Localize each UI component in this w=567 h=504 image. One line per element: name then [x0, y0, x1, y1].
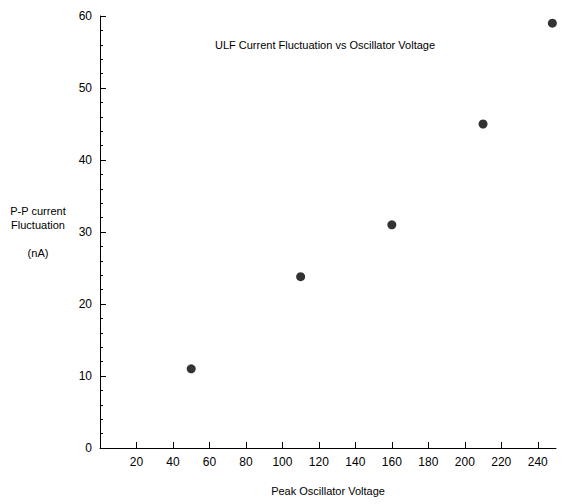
- svg-text:140: 140: [345, 455, 365, 469]
- svg-text:120: 120: [309, 455, 329, 469]
- svg-text:(nA): (nA): [28, 247, 49, 259]
- svg-text:220: 220: [491, 455, 511, 469]
- svg-text:50: 50: [79, 81, 93, 95]
- svg-text:ULF Current Fluctuation vs Osc: ULF Current Fluctuation vs Oscillator Vo…: [215, 39, 435, 51]
- svg-text:200: 200: [455, 455, 475, 469]
- svg-text:40: 40: [166, 455, 180, 469]
- svg-text:20: 20: [130, 455, 144, 469]
- svg-text:40: 40: [79, 153, 93, 167]
- svg-text:60: 60: [79, 9, 93, 23]
- svg-text:80: 80: [239, 455, 253, 469]
- svg-text:20: 20: [79, 297, 93, 311]
- svg-text:30: 30: [79, 225, 93, 239]
- svg-text:180: 180: [418, 455, 438, 469]
- svg-text:Peak Oscillator Voltage: Peak Oscillator Voltage: [271, 485, 385, 497]
- svg-text:100: 100: [272, 455, 292, 469]
- svg-text:P-P current: P-P current: [10, 205, 65, 217]
- svg-text:0: 0: [85, 441, 92, 455]
- svg-text:Fluctuation: Fluctuation: [11, 219, 65, 231]
- svg-text:60: 60: [203, 455, 217, 469]
- svg-text:160: 160: [382, 455, 402, 469]
- svg-text:240: 240: [528, 455, 548, 469]
- svg-text:10: 10: [79, 369, 93, 383]
